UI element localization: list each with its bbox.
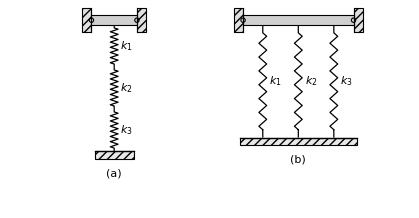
Text: $k_2$: $k_2$ [305,74,317,88]
Bar [243,15,354,25]
Text: $k_3$: $k_3$ [340,74,353,88]
Text: (b): (b) [290,155,306,165]
Text: $k_1$: $k_1$ [269,74,282,88]
Bar [82,8,91,32]
Text: $k_2$: $k_2$ [120,81,133,95]
Bar [354,8,363,32]
Bar [91,15,137,25]
Text: $k_1$: $k_1$ [120,39,133,53]
Bar [137,8,147,32]
Bar [95,151,134,159]
Bar [240,138,357,145]
Text: $k_3$: $k_3$ [120,123,133,137]
Text: (a): (a) [106,168,122,178]
Bar [233,8,243,32]
